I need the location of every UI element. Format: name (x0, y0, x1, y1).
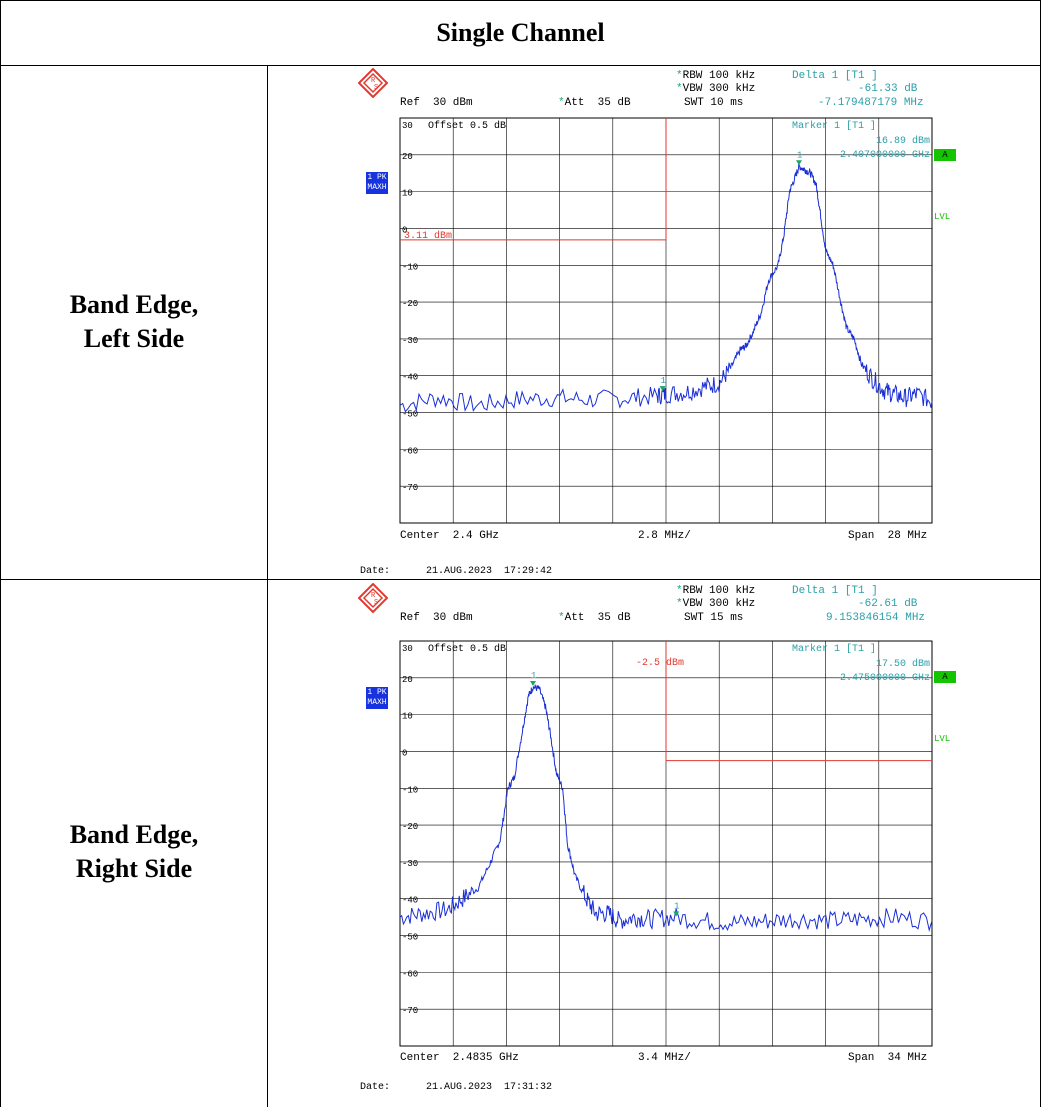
ref-readout: Ref 30 dBm (400, 97, 473, 109)
delta-title: Delta 1 [T1 ] (792, 70, 878, 82)
trace-badge-line1: 1 PK (367, 688, 387, 697)
trace-badge-line2: MAXH (367, 698, 387, 707)
y-tick-label: 30 (402, 644, 413, 654)
y-tick-label: 20 (402, 152, 413, 162)
rs-logo-icon: R S (358, 68, 388, 98)
svg-text:R: R (371, 592, 376, 600)
marker-label: 1 (531, 671, 536, 681)
marker-label: 1 (661, 376, 666, 386)
y-tick-label: -10 (402, 262, 418, 272)
y-tick-label: 10 (402, 189, 413, 199)
marker-title: Marker 1 [T1 ] (792, 643, 876, 655)
marker-triangle (673, 911, 680, 917)
date-stamp: Date: 21.AUG.2023 17:29:42 (360, 566, 553, 577)
y-tick-label: -40 (402, 896, 418, 906)
row-label-left-side: Band Edge, Left Side (0, 288, 268, 356)
trace-badge-line2: MAXH (367, 183, 387, 192)
y-tick-label: -70 (402, 1006, 418, 1016)
swt-readout: SWT 15 ms (684, 612, 744, 624)
marker-title: Marker 1 [T1 ] (792, 120, 876, 132)
ref-readout: Ref 30 dBm (400, 612, 473, 624)
att-readout: Att 35 dB (564, 612, 631, 624)
date-stamp: Date: 21.AUG.2023 17:31:32 (360, 1082, 553, 1093)
y-tick-label: 0 (402, 748, 407, 758)
vbw-readout: VBW 300 kHz (682, 83, 756, 95)
div-readout: 3.4 MHz/ (638, 1052, 691, 1064)
y-tick-label: 20 (402, 675, 413, 685)
offset-label: Offset 0.5 dB (428, 643, 506, 655)
svg-text:R: R (371, 77, 376, 85)
offset-label: Offset 0.5 dB (428, 120, 506, 132)
row-label-right-side: Band Edge, Right Side (0, 818, 268, 886)
marker-frequency: 2.407000000 GHz (840, 150, 930, 161)
marker-label: 1 (674, 902, 679, 912)
a-indicator: A (934, 149, 956, 161)
table-row-divider (0, 579, 1041, 580)
limit-label: -2.5 dBm (636, 657, 684, 669)
delta-value: -61.33 dB (858, 83, 918, 95)
marker-triangle (530, 681, 536, 687)
spectrum-plot-1: 30 20 10 0 -10 -20 -30 -40 -50 -60 -70 Offset 0.5 d… (399, 640, 933, 1047)
analyzer-plot-right: R S *RBW 100 kHz *VBW 300 kHz SWT 15 ms … (358, 583, 960, 1093)
y-tick-label: -50 (402, 933, 418, 943)
y-tick-label: 10 (402, 712, 413, 722)
delta-value: -62.61 dB (858, 598, 918, 610)
marker-triangle (659, 386, 666, 392)
spectrum-plot-0: 30 20 10 0 -10 -20 -30 -40 -50 -60 -70 Offset 0.5 d… (399, 117, 933, 524)
a-indicator: A (934, 671, 956, 683)
row1-label-line1: Band Edge, (69, 290, 199, 319)
row2-label-line1: Band Edge, (69, 820, 199, 849)
y-tick-label: -30 (402, 859, 418, 869)
y-tick-label: -20 (402, 299, 418, 309)
y-tick-label: -20 (402, 822, 418, 832)
delta-title: Delta 1 [T1 ] (792, 585, 878, 597)
trace-mode-badge: 1 PK MAXH (366, 172, 388, 194)
trace-mode-badge: 1 PK MAXH (366, 687, 388, 709)
header-title: Single Channel (436, 18, 605, 47)
rs-logo-icon: R S (358, 583, 388, 613)
analyzer-plot-left: R S *RBW 100 kHz *VBW 300 kHz SWT 10 ms … (358, 68, 960, 577)
swt-readout: SWT 10 ms (684, 97, 744, 109)
marker-value: 16.89 dBm (876, 135, 930, 147)
delta-frequency: 9.153846154 MHz (826, 612, 926, 624)
center-freq: Center 2.4 GHz (400, 530, 500, 542)
row1-label-line2: Left Side (83, 324, 185, 353)
y-tick-label: 0 (402, 225, 407, 235)
marker-label: 1 (797, 150, 802, 160)
spectrum-trace (399, 684, 933, 932)
span-readout: Span 28 MHz (848, 530, 928, 542)
y-tick-label: -10 (402, 785, 418, 795)
y-tick-label: -60 (402, 969, 418, 979)
rbw-readout: RBW 100 kHz (682, 70, 756, 82)
delta-frequency: -7.179487179 MHz (818, 97, 924, 109)
y-tick-label: -30 (402, 336, 418, 346)
lvl-indicator: LVL (934, 212, 951, 222)
table-right-border (1040, 66, 1041, 1107)
table-column-divider (267, 66, 268, 1107)
rbw-readout: RBW 100 kHz (682, 585, 756, 597)
marker-triangle (796, 160, 802, 166)
trace-badge-line1: 1 PK (367, 173, 387, 182)
y-tick-label: -60 (402, 446, 418, 456)
center-freq: Center 2.4835 GHz (400, 1052, 519, 1064)
limit-label: 3.11 dBm (404, 230, 452, 242)
y-tick-label: -50 (402, 410, 418, 420)
y-tick-label: -40 (402, 373, 418, 383)
marker-value: 17.50 dBm (876, 658, 930, 670)
row2-label-line2: Right Side (75, 854, 193, 883)
table-left-border (0, 66, 1, 1107)
table-header: Single Channel (0, 0, 1041, 66)
att-readout: Att 35 dB (564, 97, 631, 109)
span-readout: Span 34 MHz (848, 1052, 928, 1064)
vbw-readout: VBW 300 kHz (682, 598, 756, 610)
y-tick-label: -70 (402, 483, 418, 493)
marker-frequency: 2.475000000 GHz (840, 673, 930, 684)
svg-text:S: S (374, 599, 378, 607)
y-tick-label: 30 (402, 121, 413, 131)
spectrum-trace (399, 161, 933, 413)
div-readout: 2.8 MHz/ (638, 530, 691, 542)
lvl-indicator: LVL (934, 734, 951, 744)
svg-text:S: S (374, 84, 378, 92)
